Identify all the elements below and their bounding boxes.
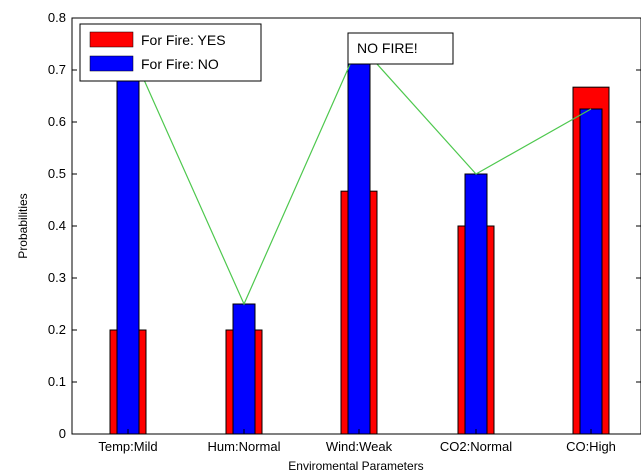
bar-no-3 (464, 173, 488, 435)
y-tick-label-5: 0.5 (48, 166, 66, 181)
y-tick-label-7: 0.7 (48, 62, 66, 77)
y-axis-label: Probabilities (16, 193, 30, 258)
legend-label-yes: For Fire: YES (141, 32, 226, 48)
legend: For Fire: YES For Fire: NO (79, 23, 262, 82)
y-tick-label-4: 0.4 (48, 218, 66, 233)
annotation: NO FIRE! (347, 32, 454, 65)
x-axis: Temp:Mild Hum:Normal Wind:Weak CO2:Normal CO… (98, 429, 616, 454)
y-tick-label-0: 0 (59, 426, 66, 441)
legend-swatch-yes (89, 31, 134, 48)
x-axis-label: Enviromental Parameters (288, 459, 423, 473)
series-no-bars (116, 43, 603, 435)
x-tick-label-1: Hum:Normal (208, 439, 281, 454)
annotation-box (347, 32, 454, 65)
x-tick-label-2: Wind:Weak (326, 439, 393, 454)
annotation-text: NO FIRE! (357, 40, 418, 56)
y-tick-label-1: 0.1 (48, 374, 66, 389)
bar-no-4 (579, 108, 603, 435)
bar-no-2 (347, 43, 371, 435)
legend-label-no: For Fire: NO (141, 56, 219, 72)
y-tick-label-6: 0.6 (48, 114, 66, 129)
bar-no-0 (116, 43, 140, 435)
bar-no-1 (232, 303, 256, 435)
x-tick-label-0: Temp:Mild (98, 439, 157, 454)
y-tick-label-8: 0.8 (48, 10, 66, 25)
x-tick-label-4: CO:High (566, 439, 616, 454)
x-tick-label-3: CO2:Normal (440, 439, 512, 454)
y-tick-label-3: 0.3 (48, 270, 66, 285)
y-axis: 0 0.1 0.2 0.3 0.4 0.5 0.6 0.7 0.8 (48, 10, 641, 441)
legend-swatch-no (89, 55, 134, 72)
y-tick-label-2: 0.2 (48, 322, 66, 337)
